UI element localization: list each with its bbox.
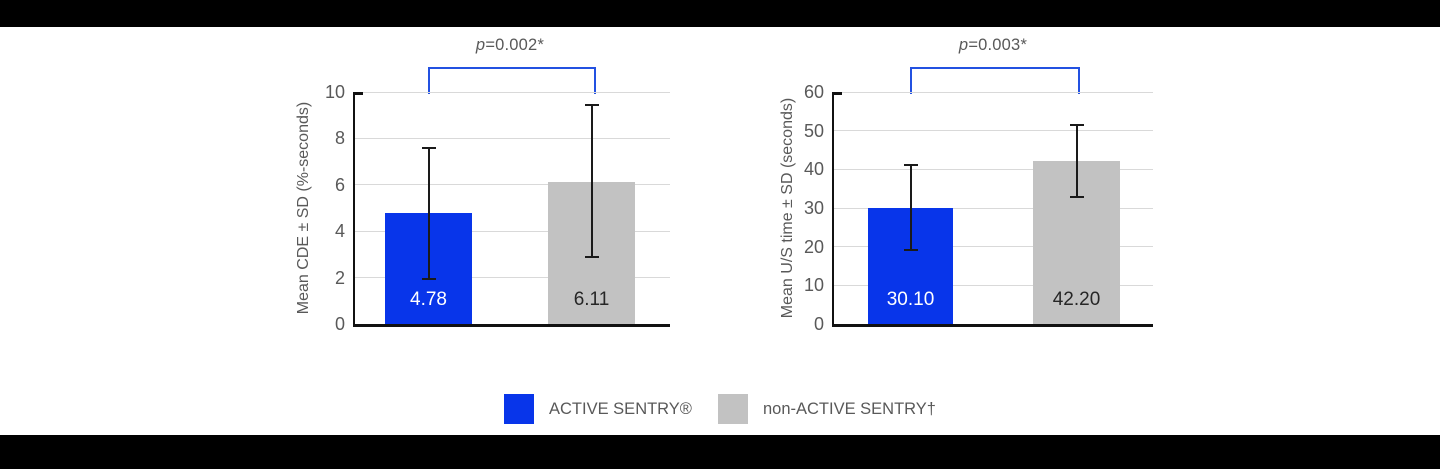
- y-axis-top-cap: [355, 92, 363, 95]
- error-bar: [590, 104, 593, 257]
- bar-value-label: 6.11: [573, 289, 610, 310]
- legend-label-active-sentry: ACTIVE SENTRY®: [549, 399, 692, 418]
- y-tick-label-4: 4: [334, 221, 345, 242]
- significance-bracket-cde: [428, 67, 596, 94]
- gridline-6: [355, 184, 670, 186]
- error-bar-cap-top: [421, 146, 436, 149]
- gridline-10: [834, 284, 1153, 286]
- plot-area-ustime: 0 10 20 30 40 50 60 30.10 42.20: [804, 82, 1153, 334]
- bar-value-label: 4.78: [410, 289, 447, 310]
- p-value-label-cde: p=0.002*: [428, 36, 592, 55]
- gridline-2: [355, 277, 670, 279]
- error-bar: [1075, 124, 1078, 197]
- y-tick-label-40: 40: [803, 159, 824, 180]
- y-tick-label-2: 2: [334, 267, 345, 288]
- error-bar-cap-bottom: [1069, 195, 1084, 198]
- error-bar: [909, 165, 912, 251]
- y-tick-label-10: 10: [803, 275, 824, 296]
- y-tick-label-60: 60: [803, 82, 824, 102]
- legend-item-active-sentry: ACTIVE SENTRY®: [504, 394, 692, 424]
- y-tick-label-10: 10: [324, 82, 345, 102]
- gridline-10: [355, 91, 670, 93]
- y-tick-label-30: 30: [803, 198, 824, 218]
- gridline-50: [834, 130, 1153, 132]
- p-value-text: =0.002*: [485, 36, 545, 54]
- legend-swatch-non-active-sentry: [717, 394, 748, 424]
- y-tick-label-20: 20: [803, 236, 824, 257]
- y-tick-label-8: 8: [334, 128, 345, 149]
- gridline-60: [834, 91, 1153, 93]
- y-tick-label-50: 50: [803, 120, 824, 141]
- p-value-text: =0.003*: [968, 36, 1028, 54]
- top-black-band: [0, 0, 1440, 27]
- gridline-8: [355, 137, 670, 139]
- error-bar-cap-top: [1069, 123, 1084, 126]
- gridline-20: [834, 246, 1153, 248]
- p-symbol: p: [475, 36, 486, 54]
- bar-value-label: 30.10: [886, 289, 935, 310]
- p-value-label-ustime: p=0.003*: [910, 36, 1076, 55]
- y-tick-label-0: 0: [334, 314, 345, 334]
- bar-value-label: 42.20: [1052, 289, 1101, 310]
- y-axis-title-cde: Mean CDE ± SD (%-seconds): [295, 101, 312, 315]
- error-bar-cap-top: [584, 103, 599, 106]
- error-bar-cap-bottom: [421, 277, 436, 280]
- significance-bracket-ustime: [910, 67, 1080, 94]
- y-axis-top-cap: [834, 92, 842, 95]
- legend-label-non-active-sentry: non-ACTIVE SENTRY†: [762, 399, 936, 418]
- p-symbol: p: [958, 36, 969, 54]
- y-tick-label-6: 6: [334, 174, 345, 195]
- error-bar-cap-bottom: [903, 249, 918, 252]
- bottom-black-band: [0, 435, 1440, 469]
- error-bar-cap-top: [903, 164, 918, 167]
- gridline-30: [834, 207, 1153, 209]
- legend-item-non-active-sentry: non-ACTIVE SENTRY†: [717, 394, 936, 424]
- gridline-4: [355, 230, 670, 232]
- error-bar: [427, 147, 430, 279]
- y-tick-label-0: 0: [813, 314, 824, 334]
- legend-swatch-active-sentry: [504, 394, 534, 424]
- legend: ACTIVE SENTRY® non-ACTIVE SENTRY†: [0, 394, 1440, 424]
- plot-area-cde: 0 2 4 6 8 10 4.78 6.11: [325, 82, 670, 334]
- gridline-40: [834, 168, 1153, 170]
- error-bar-cap-bottom: [584, 255, 599, 258]
